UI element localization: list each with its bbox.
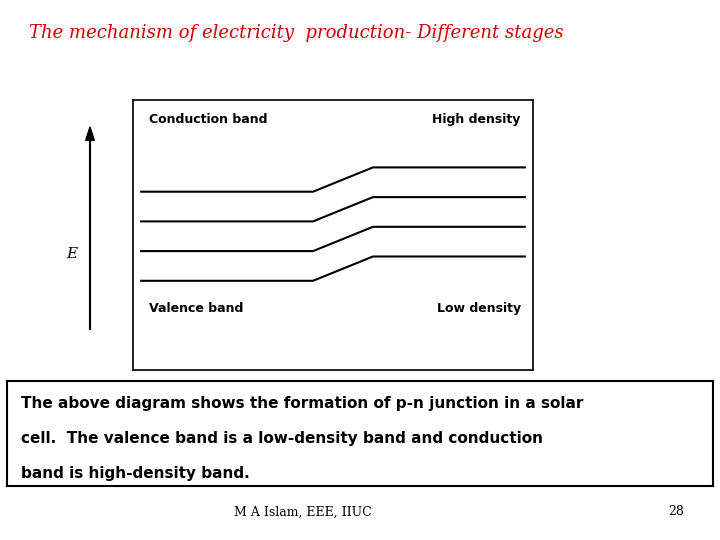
Text: The above diagram shows the formation of p-n junction in a solar: The above diagram shows the formation of…	[22, 396, 584, 411]
Text: cell.  The valence band is a low-density band and conduction: cell. The valence band is a low-density …	[22, 431, 544, 446]
Text: E: E	[66, 247, 78, 261]
Text: 28: 28	[668, 505, 684, 518]
Text: band is high-density band.: band is high-density band.	[22, 466, 250, 481]
Text: M A Islam, EEE, IIUC: M A Islam, EEE, IIUC	[233, 505, 372, 518]
Text: Conduction band: Conduction band	[149, 113, 268, 126]
Text: Low density: Low density	[437, 302, 521, 315]
Text: The mechanism of electricity  production- Different stages: The mechanism of electricity production-…	[29, 24, 564, 42]
Text: High density: High density	[433, 113, 521, 126]
Text: Valence band: Valence band	[149, 302, 243, 315]
